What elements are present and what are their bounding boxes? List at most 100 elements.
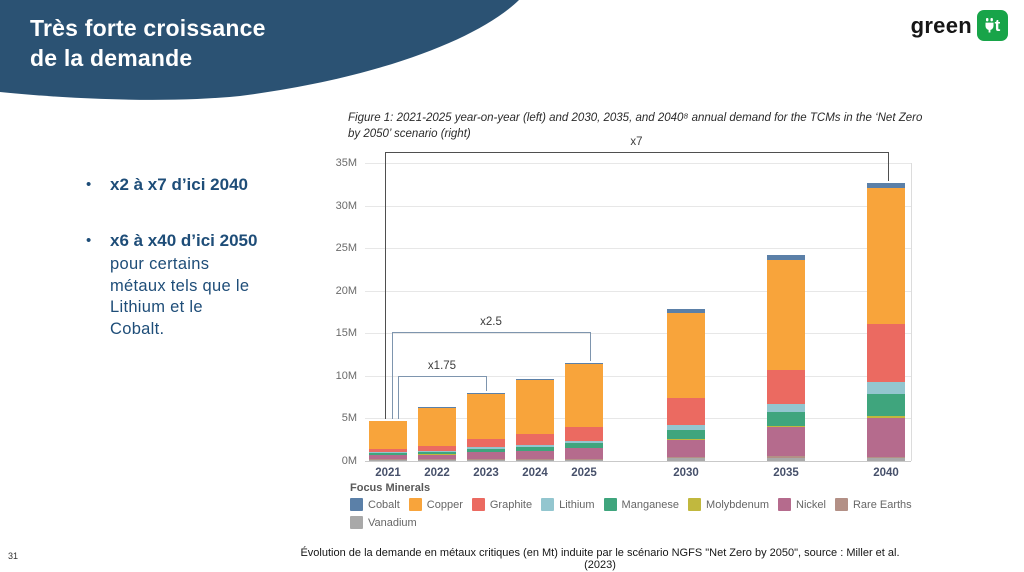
segment-2040-lithium [867,381,905,394]
segment-2030-manganese [667,430,705,440]
legend-swatch-manganese [603,498,617,511]
segment-2024-cobalt [516,378,554,380]
segment-2030-lithium [667,424,705,431]
bar-2030 [667,308,705,461]
gridline-25M [365,248,911,250]
segment-2023-manganese [467,448,505,452]
bullet-2-text: x6 à x40 d’ici 2050 pour certains métaux… [110,230,257,340]
segment-2040-rare-earths [867,456,905,458]
segment-2023-copper [467,394,505,440]
bar-2023 [467,393,505,461]
segment-2024-manganese [516,446,554,451]
segment-2035-vanadium [767,458,805,461]
legend-swatch-molybdenum [688,498,702,511]
segment-2021-copper [369,421,407,449]
x-axis-label-2035: 2035 [773,467,799,479]
source-caption: Évolution de la demande en métaux critiq… [300,547,900,571]
bar-2021 [369,421,407,461]
y-axis-tick-20M: 20M [335,284,357,297]
bracket-x2.5-left-leg [392,332,393,419]
segment-2040-copper [867,187,905,324]
legend-item-manganese: Manganese [603,498,679,511]
x-axis-label-2023: 2023 [473,467,499,479]
segment-2035-lithium [767,403,805,412]
segment-2024-copper [516,379,554,434]
legend-label: Copper [426,498,463,511]
bar-2025 [565,363,603,461]
bar-2040 [867,183,905,461]
bullet-2-handwritten: pour certains métaux tels que le Lithium… [110,254,257,340]
legend-label: Molybdenum [706,498,770,511]
bullet-2-bold: x6 à x40 d’ici 2050 [110,231,258,250]
bar-2024 [516,378,554,461]
legend-item-graphite: Graphite [471,498,533,511]
segment-2023-cobalt [467,393,505,395]
segment-2025-vanadium [565,459,603,461]
segment-2021-lithium [369,452,407,453]
bracket-x1.75-line [398,375,486,377]
x-axis-label-2022: 2022 [424,467,450,479]
y-axis-tick-5M: 5M [341,412,357,425]
bar-2035 [767,254,805,461]
segment-2025-rare-earths [565,458,603,460]
segment-2021-vanadium [369,460,407,461]
figure-title-line1: Figure 1: 2021-2025 year-on-year (left) … [348,112,923,124]
segment-2021-graphite [369,448,407,453]
hand-line: métaux tels que le [110,276,250,295]
slide-title-line1: Très forte croissance [30,15,266,41]
legend-label: Vanadium [368,516,417,529]
segment-2024-nickel [516,451,554,460]
legend-label: Lithium [559,498,595,511]
segment-2030-copper [667,313,705,399]
segment-2025-nickel [565,448,603,459]
legend-item-nickel: Nickel [778,498,826,511]
segment-2035-cobalt [767,254,805,260]
segment-2022-copper [418,408,456,446]
bracket-x2.5-right-leg [590,332,591,362]
bracket-x1.75-left-leg [398,375,399,419]
figure-title-line2: by 2050’ scenario (right) [348,128,471,140]
segment-2030-nickel [667,440,705,457]
legend-swatch-nickel [778,498,792,511]
bullet-1-text: x2 à x7 d’ici 2040 [110,175,248,194]
bracket-x1.75-label: x1.75 [427,359,457,372]
bracket-x7-label: x7 [630,135,643,148]
legend-label: Graphite [489,498,533,511]
legend-item-molybdenum: Molybdenum [688,498,769,511]
legend-swatch-rare-earths [834,498,848,511]
bracket-x7-line [385,151,888,153]
segment-2024-graphite [516,433,554,446]
bracket-x1.75-right-leg [486,375,487,392]
segment-2022-nickel [418,454,456,460]
segment-2022-manganese [418,451,456,455]
bracket-x7-right-leg [888,151,889,181]
x-axis-label-2021: 2021 [375,467,401,479]
segment-2024-molybdenum [516,450,554,452]
segment-2040-manganese [867,393,905,416]
y-axis-tick-30M: 30M [335,199,357,212]
greenit-logo-text: green [910,12,972,38]
header-banner-shape [0,0,519,100]
plug-icon [985,18,994,33]
legend-items: Cobalt Copper Graphite Lithium Manganese Moly… [350,498,950,529]
bracket-x7-left-leg [385,151,386,419]
bullet-marker: • [86,232,92,249]
gridline-10M [365,375,911,377]
legend-item-vanadium: Vanadium [350,516,417,529]
y-axis-tick-10M: 10M [335,369,357,382]
bracket-x2.5-line [392,332,590,333]
x-axis-label-2025: 2025 [571,467,597,479]
bracket-x2.5-label: x2.5 [480,316,502,328]
segment-2030-graphite [667,398,705,425]
slide-title: Très forte croissance de la demande [30,13,266,73]
legend-swatch-copper [408,498,422,511]
greenit-logo-box: t [977,10,1008,41]
bullet-list: • x2 à x7 d’ici 2040 • x6 à x40 d’ici 20… [86,174,316,374]
y-axis-tick-0M: 0M [341,455,357,467]
legend-label: Rare Earths [852,498,912,511]
segment-2035-copper [767,259,805,370]
segment-2040-graphite [867,324,905,382]
segment-2030-vanadium [667,458,705,461]
greenit-logo: green t [911,10,1008,41]
segment-2040-cobalt [867,183,905,188]
